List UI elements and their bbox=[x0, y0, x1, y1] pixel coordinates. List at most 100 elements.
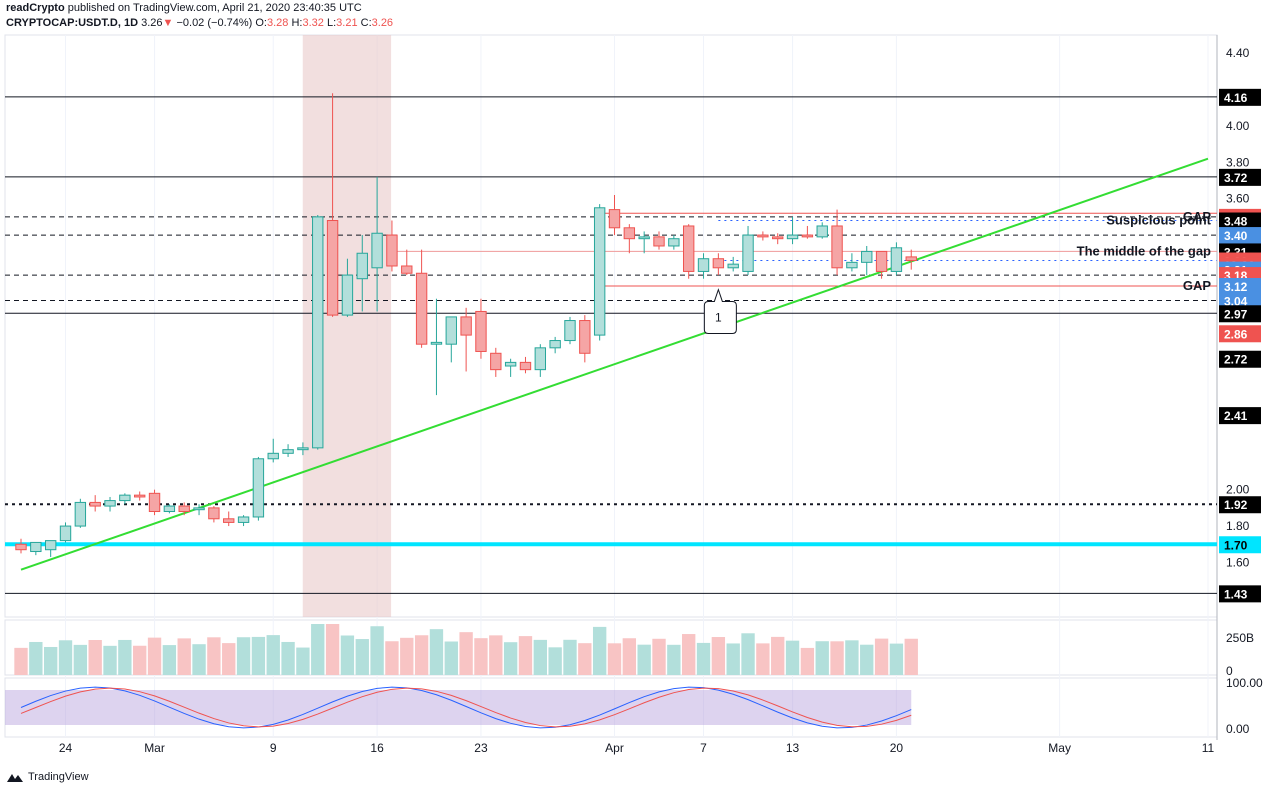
volume-bar bbox=[474, 638, 488, 675]
candle-body bbox=[193, 507, 205, 511]
candle-body bbox=[312, 216, 324, 449]
price-label-text: 2.41 bbox=[1224, 409, 1248, 423]
volume-bar bbox=[800, 647, 815, 675]
date-tick-label: 20 bbox=[890, 741, 904, 755]
date-tick-label: 23 bbox=[474, 741, 488, 755]
price-label-box bbox=[1219, 325, 1261, 343]
trendline bbox=[20, 157, 1209, 571]
volume-axis-bottom: 0 bbox=[1226, 664, 1233, 678]
volume-bar bbox=[548, 647, 562, 675]
volume-bar bbox=[607, 643, 622, 675]
volume-bar bbox=[592, 626, 607, 675]
volume-bar bbox=[830, 641, 844, 675]
candle-body bbox=[593, 207, 606, 336]
candle-body bbox=[742, 234, 754, 272]
price-label-box bbox=[1219, 227, 1261, 245]
price-label-box bbox=[1219, 407, 1261, 425]
publish-text: published on TradingView.com, April 21, … bbox=[67, 2, 362, 14]
volume-bar bbox=[904, 638, 918, 675]
volume-bar bbox=[860, 644, 874, 675]
stoch-k-line bbox=[20, 686, 912, 729]
volume-bar bbox=[251, 636, 266, 675]
price-label-2.72: 2.72 bbox=[1219, 350, 1261, 368]
price-label-text: 3.48 bbox=[1224, 215, 1248, 229]
stoch-axis-bottom: 0.00 bbox=[1226, 722, 1250, 736]
price-label-2.86: 2.86 bbox=[1219, 325, 1261, 343]
price-label-box bbox=[1219, 350, 1261, 368]
volume-bar bbox=[311, 624, 325, 675]
candle-body bbox=[534, 347, 547, 371]
volume-bar bbox=[370, 626, 384, 675]
price-tick-label: 2.00 bbox=[1226, 483, 1250, 497]
volume-bar bbox=[14, 647, 28, 675]
candle-body bbox=[861, 250, 873, 263]
price-label-text: 1.43 bbox=[1224, 587, 1248, 601]
price-label-box bbox=[1219, 305, 1261, 323]
annotation-gap: GAP bbox=[1183, 209, 1212, 224]
volume-bar bbox=[296, 647, 310, 675]
volume-bar bbox=[696, 642, 711, 675]
candle-body bbox=[549, 340, 561, 349]
stoch-band bbox=[5, 690, 912, 725]
annotation-the-middle-of-the-gap: The middle of the gap bbox=[1077, 243, 1211, 258]
publisher-name[interactable]: readCrypto bbox=[6, 2, 65, 14]
footer-brand[interactable]: TradingView bbox=[28, 771, 89, 783]
price-label-box bbox=[1219, 88, 1261, 106]
price-tick-label: 3.60 bbox=[1226, 192, 1250, 206]
candle-body bbox=[341, 274, 354, 316]
volume-bar bbox=[682, 634, 696, 675]
price-change: −0.02 (−0.74%) bbox=[176, 17, 253, 29]
candle-body bbox=[786, 234, 799, 240]
stoch-d-line bbox=[20, 687, 912, 728]
close-label: C: bbox=[360, 17, 372, 29]
volume-bar bbox=[771, 636, 785, 675]
volume-bar bbox=[711, 637, 726, 675]
date-tick-label: 7 bbox=[700, 741, 707, 755]
symbol-ohlc-line: CRYPTOCAP:USDT.D, 1D 3.26▼ −0.02 (−0.74%… bbox=[6, 17, 393, 29]
candle-body bbox=[682, 225, 695, 272]
volume-bar bbox=[355, 639, 369, 675]
volume-bar bbox=[147, 637, 162, 675]
volume-bar bbox=[29, 641, 43, 675]
stoch-axis-top: 100.00 bbox=[1226, 676, 1263, 690]
volume-bar bbox=[533, 639, 547, 675]
candle-body bbox=[59, 525, 72, 542]
candle-body bbox=[223, 518, 235, 523]
candle-body bbox=[148, 492, 161, 513]
price-label-text: 4.16 bbox=[1224, 91, 1248, 105]
candle-body bbox=[282, 449, 294, 454]
price-label-box bbox=[1219, 168, 1261, 186]
candle-body bbox=[727, 263, 739, 269]
callout-text: 1 bbox=[715, 310, 722, 324]
volume-bar bbox=[726, 643, 740, 675]
low-label: L: bbox=[326, 17, 337, 29]
price-label-box bbox=[1219, 212, 1261, 230]
volume-bar bbox=[874, 638, 889, 675]
candle-body bbox=[905, 256, 917, 262]
candle-body bbox=[44, 540, 57, 551]
candle-body bbox=[15, 543, 27, 551]
tradingview-logo-icon bbox=[7, 774, 23, 782]
date-tick-label: 13 bbox=[786, 741, 800, 755]
volume-bar bbox=[414, 635, 429, 675]
annotation-suspicious-point: Suspicious point bbox=[1106, 213, 1211, 228]
candle-body bbox=[178, 505, 190, 513]
price-label-2.97: 2.97 bbox=[1219, 305, 1261, 323]
candle-body bbox=[356, 252, 368, 280]
volume-bar bbox=[563, 639, 577, 675]
volume-bar bbox=[88, 640, 102, 675]
candle-body bbox=[119, 494, 131, 502]
price-label-text: 2.86 bbox=[1224, 327, 1248, 341]
price-label-3.72: 3.72 bbox=[1219, 168, 1261, 186]
price-label-box bbox=[1219, 277, 1261, 295]
price-tick-label: 4.40 bbox=[1226, 46, 1250, 60]
volume-bar bbox=[325, 624, 340, 675]
date-tick-label: Mar bbox=[144, 741, 165, 755]
price-label-text: 2.97 bbox=[1224, 307, 1248, 321]
symbol-label: CRYPTOCAP:USDT.D, 1D bbox=[6, 17, 139, 29]
candle-body bbox=[653, 236, 665, 247]
volume-bar bbox=[889, 643, 904, 675]
volume-bar bbox=[429, 629, 444, 675]
candle-body bbox=[831, 225, 843, 269]
